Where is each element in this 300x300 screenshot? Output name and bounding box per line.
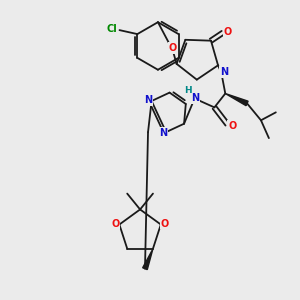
Text: O: O: [111, 218, 119, 229]
Polygon shape: [225, 94, 248, 106]
Text: N: N: [159, 128, 167, 138]
Text: N: N: [220, 67, 228, 77]
Text: N: N: [145, 95, 153, 105]
Text: O: O: [161, 218, 169, 229]
Text: Cl: Cl: [106, 24, 117, 34]
Text: O: O: [169, 43, 177, 53]
Text: N: N: [191, 94, 200, 103]
Polygon shape: [143, 249, 153, 270]
Text: O: O: [224, 27, 232, 37]
Text: O: O: [228, 121, 236, 131]
Text: H: H: [184, 86, 191, 95]
